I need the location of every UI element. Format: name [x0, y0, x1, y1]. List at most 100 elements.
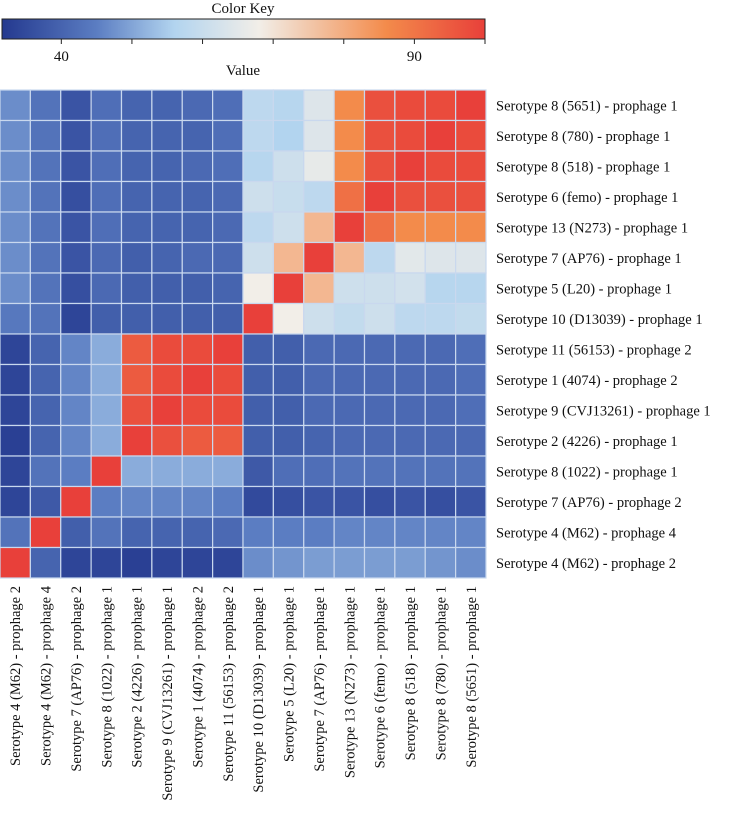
heatmap-cell	[0, 241, 31, 274]
heatmap-cell	[0, 272, 31, 305]
heatmap-cell	[455, 333, 487, 366]
heatmap-cell	[151, 119, 183, 152]
heatmap-cell	[181, 516, 214, 549]
heatmap-cell	[394, 424, 426, 457]
heatmap-cell	[303, 363, 335, 396]
row-label: Serotype 4 (M62) - prophage 2	[496, 556, 676, 572]
heatmap-cell	[151, 272, 183, 305]
heatmap-cell	[363, 272, 396, 305]
color-key: Color Key 40 90 Value	[1, 1, 486, 79]
heatmap-cell	[242, 89, 274, 122]
heatmap-cell	[60, 485, 92, 518]
heatmap-cell	[272, 424, 305, 457]
heatmap-cell	[151, 394, 183, 427]
heatmap-cell	[29, 89, 62, 122]
heatmap-cell	[120, 516, 153, 549]
heatmap-cell	[120, 150, 153, 183]
heatmap-cell	[424, 424, 457, 457]
heatmap-cell	[455, 211, 487, 244]
heatmap-cell	[90, 241, 123, 274]
heatmap-cell	[90, 363, 123, 396]
column-label: Serotype 8 (518) - prophage 1	[403, 586, 419, 760]
heatmap-cell	[363, 424, 396, 457]
heatmap-cell	[181, 424, 214, 457]
heatmap-cell	[151, 241, 183, 274]
heatmap-cell	[272, 485, 305, 518]
heatmap-cell	[90, 394, 123, 427]
heatmap-cell	[0, 485, 31, 518]
heatmap-cell	[424, 150, 457, 183]
column-label: Serotype 1 (4074) - prophage 2	[190, 586, 206, 768]
heatmap-cell	[60, 333, 92, 366]
heatmap-cell	[29, 516, 62, 549]
color-key-bar	[1, 18, 486, 40]
heatmap-cell	[212, 485, 244, 518]
heatmap-cell	[90, 119, 123, 152]
column-label: Serotype 11 (56153) - prophage 2	[221, 586, 237, 782]
heatmap-cell	[181, 89, 214, 122]
heatmap-cell	[212, 394, 244, 427]
heatmap-cell	[272, 333, 305, 366]
heatmap-cell	[60, 302, 92, 335]
heatmap-cell	[424, 180, 457, 213]
heatmap-cell	[212, 546, 244, 579]
heatmap-cell	[242, 119, 274, 152]
heatmap-cell	[181, 333, 214, 366]
heatmap-cell	[303, 516, 335, 549]
heatmap-cell	[120, 211, 153, 244]
heatmap-cell	[242, 424, 274, 457]
heatmap-cell	[60, 150, 92, 183]
heatmap-cell	[394, 150, 426, 183]
heatmap-cell	[60, 516, 92, 549]
heatmap-cell	[29, 363, 62, 396]
heatmap-cell	[181, 150, 214, 183]
heatmap-cell	[151, 89, 183, 122]
heatmap-cell	[0, 180, 31, 213]
heatmap-cell	[455, 150, 487, 183]
heatmap-cell	[120, 363, 153, 396]
heatmap-cell	[151, 211, 183, 244]
heatmap-cell	[455, 241, 487, 274]
heatmap-cell	[29, 302, 62, 335]
heatmap-cell	[333, 241, 366, 274]
heatmap-cell	[0, 455, 31, 488]
heatmap-cell	[394, 89, 426, 122]
heatmap-cell	[212, 424, 244, 457]
heatmap-cell	[455, 180, 487, 213]
heatmap-cell	[0, 150, 31, 183]
heatmap-cell	[120, 394, 153, 427]
heatmap-cell	[424, 485, 457, 518]
heatmap-cell	[60, 394, 92, 427]
heatmap-cell	[60, 89, 92, 122]
column-label: Serotype 4 (M62) - prophage 2	[8, 586, 24, 766]
heatmap-cell	[424, 333, 457, 366]
heatmap-cell	[90, 150, 123, 183]
heatmap-cell	[120, 455, 153, 488]
heatmap-cell	[363, 546, 396, 579]
heatmap-cell	[272, 211, 305, 244]
heatmap-cell	[181, 211, 214, 244]
heatmap-cell	[120, 119, 153, 152]
column-label: Serotype 9 (CVJ13261) - prophage 1	[160, 586, 176, 801]
heatmap-cell	[90, 302, 123, 335]
heatmap-cell	[0, 211, 31, 244]
column-label: Serotype 8 (5651) - prophage 1	[464, 586, 480, 768]
heatmap-cell	[90, 333, 123, 366]
heatmap-cell	[151, 333, 183, 366]
heatmap-cell	[90, 485, 123, 518]
heatmap-cell	[424, 394, 457, 427]
heatmap-cell	[0, 516, 31, 549]
heatmap-cell	[363, 241, 396, 274]
heatmap-cell	[363, 485, 396, 518]
heatmap-cell	[120, 333, 153, 366]
heatmap-cell	[333, 394, 366, 427]
heatmap-cell	[272, 241, 305, 274]
heatmap-cell	[90, 180, 123, 213]
heatmap-cell	[242, 150, 274, 183]
heatmap-cell	[363, 180, 396, 213]
heatmap-cell	[0, 546, 31, 579]
heatmap-cell	[60, 455, 92, 488]
heatmap-cell	[394, 272, 426, 305]
row-label: Serotype 7 (AP76) - prophage 2	[496, 495, 682, 511]
heatmap-cell	[363, 394, 396, 427]
